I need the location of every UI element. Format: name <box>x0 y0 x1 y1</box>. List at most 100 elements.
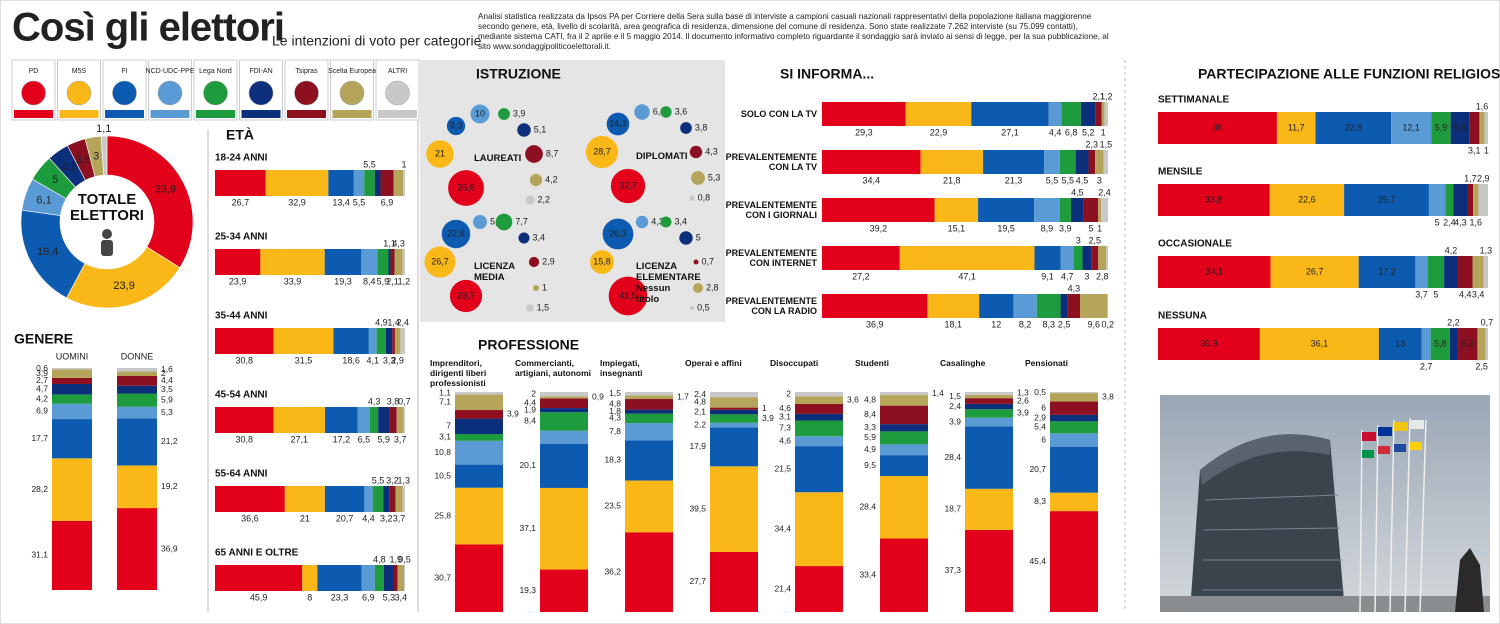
value-label: 2,9 <box>1034 412 1046 422</box>
value-label: 5,9 <box>377 276 390 286</box>
value-label: 36 <box>1212 122 1222 132</box>
column-segment <box>455 418 503 435</box>
column-segment <box>625 423 673 441</box>
category-label: 25-34 ANNI <box>215 232 268 243</box>
bar-segment <box>1036 294 1061 318</box>
bar-segment <box>1445 184 1454 216</box>
value-label: 8,3 <box>1042 319 1055 329</box>
value-label: 3,6 <box>847 394 859 404</box>
value-label: 18,3 <box>604 455 621 465</box>
value-label: 1,4 <box>932 388 944 398</box>
value-label: 0,5 <box>1034 387 1046 397</box>
bar-segment <box>1080 294 1108 318</box>
value-label: 9,1 <box>1041 271 1054 281</box>
value-label: 4,3 <box>1068 283 1081 293</box>
bar-segment <box>397 565 405 591</box>
value-label: 5 <box>1433 289 1438 299</box>
value-label: 0,6 <box>36 363 48 373</box>
bar-segment <box>368 328 377 354</box>
bar-segment <box>1344 184 1429 216</box>
column-segment <box>795 446 843 493</box>
value-label: 27,1 <box>290 434 308 444</box>
category-label: PREVALENTEMENTE CON LA RADIO <box>725 296 817 316</box>
bar-segment <box>1269 184 1345 216</box>
value-label: 4,3 <box>368 396 381 406</box>
value-label: 2,5 <box>1088 235 1101 245</box>
value-label: 1,9 <box>524 404 536 414</box>
bar-segment <box>1444 256 1458 288</box>
bar-segment <box>353 170 365 196</box>
bar-segment <box>393 565 398 591</box>
value-label: 5,5 <box>353 197 366 207</box>
column-segment <box>52 394 92 404</box>
column-segment <box>625 532 673 612</box>
column-segment <box>540 430 588 444</box>
bar-segment <box>1158 328 1260 360</box>
value-label: 4,8 <box>373 554 386 564</box>
bar-segment <box>403 170 405 196</box>
value-label: 34,4 <box>774 523 791 533</box>
bar-segment <box>1427 256 1445 288</box>
column-segment <box>455 464 503 488</box>
value-label: 2,5 <box>1058 319 1071 329</box>
legend-label: FI <box>121 68 127 75</box>
bubble <box>680 122 692 134</box>
value-label: 28,4 <box>944 452 961 462</box>
column-segment <box>117 406 157 419</box>
bar-segment <box>402 486 405 512</box>
column-segment <box>540 398 588 409</box>
column-segment <box>455 392 503 395</box>
value-label: 4,9 <box>375 317 388 327</box>
category-label: Pensionati <box>1025 358 1068 368</box>
bubble <box>660 106 672 118</box>
value-label: 1,3 <box>1017 388 1029 398</box>
legend-swatch <box>287 110 326 118</box>
bar-segment <box>260 249 325 275</box>
pie-center <box>65 180 149 264</box>
page-subtitle: Le intenzioni di voto per categorie <box>272 33 482 49</box>
chart-title: PROFESSIONE <box>478 337 579 353</box>
value-label: 4,3 <box>392 238 405 248</box>
value-label: 0,2 <box>1101 319 1114 329</box>
value-label: 27,1 <box>1001 127 1019 137</box>
value-label: 1,6 <box>1476 101 1489 111</box>
value-label: 1,9 <box>390 554 403 564</box>
chart-title: SI INFORMA... <box>780 66 874 82</box>
people-icon <box>102 229 112 239</box>
value-label: 4,8 <box>609 399 621 409</box>
photo <box>1160 395 1490 613</box>
bubble <box>610 168 646 204</box>
bar-segment <box>392 328 395 354</box>
bar-segment <box>934 198 979 222</box>
value-label: 2,2 <box>1447 317 1460 327</box>
column-segment <box>880 405 928 425</box>
value-label: 5 <box>696 232 701 242</box>
bubble <box>585 135 619 169</box>
value-label: 2,1 <box>386 276 399 286</box>
bubble <box>517 123 531 137</box>
bubble <box>449 279 483 313</box>
bar-segment <box>1484 112 1488 144</box>
value-label: 3 <box>93 150 99 162</box>
value-label: 4,3 <box>651 216 664 226</box>
value-label: 4,2 <box>545 174 558 184</box>
value-label: 33,4 <box>859 570 876 580</box>
value-label: 8,3 <box>1034 496 1046 506</box>
column-segment <box>880 424 928 432</box>
value-label: 2 <box>786 388 791 398</box>
bar-segment <box>1060 246 1074 270</box>
legend-symbol <box>157 80 183 106</box>
value-label: 1,2 <box>398 276 411 286</box>
value-label: 6 <box>1041 434 1046 444</box>
column-segment <box>795 392 843 397</box>
value-label: 19,3 <box>334 276 352 286</box>
value-label: 28,7 <box>457 290 475 300</box>
value-label: 3 <box>1084 271 1089 281</box>
value-label: 5,4 <box>1034 422 1046 432</box>
value-label: 4,1 <box>61 161 76 173</box>
column-segment <box>455 544 503 612</box>
value-label: 5,5 <box>1046 175 1059 185</box>
column-segment <box>795 492 843 567</box>
value-label: 4,4 <box>1459 289 1472 299</box>
legend-swatch <box>59 110 99 118</box>
